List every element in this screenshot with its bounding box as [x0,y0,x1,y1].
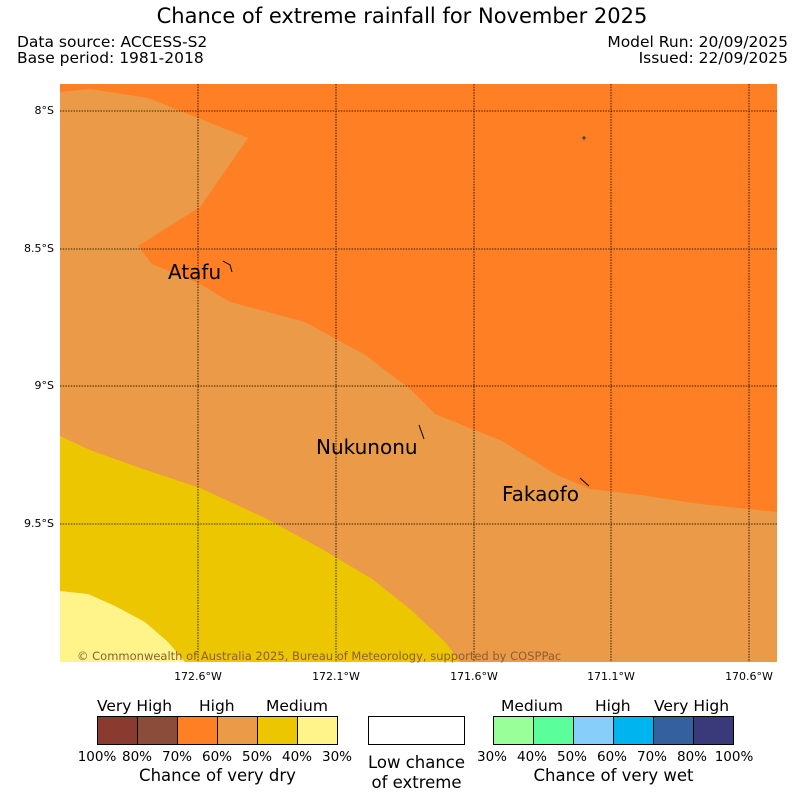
wet-tick-40: 40% [516,749,547,765]
base-period-text: Base period: 1981-2018 [17,49,204,67]
lat-label-8s: 8°S [34,104,54,117]
wet-cat-very-high: Very High [654,697,730,715]
dry-cat-medium: Medium [266,697,328,715]
dry-tick-100: 100% [77,749,117,765]
dry-swatch-80-70 [137,716,178,745]
dry-tick-80: 80% [121,749,152,765]
model-run-text: Model Run: 20/09/2025 [607,33,788,51]
nukunonu-outline [418,424,425,440]
lon-label-170-6w: 170.6°W [725,670,773,683]
island-label-atafu: Atafu [168,260,222,284]
zone-low-medium-dry [60,591,185,662]
dry-tick-70: 70% [161,749,192,765]
dry-cat-high: High [199,697,235,715]
atafu-outline [222,260,233,273]
wet-swatch-60-70 [613,716,654,745]
dry-swatch-100-80 [97,716,138,745]
wet-cat-high: High [595,697,631,715]
wet-swatch-70-80 [653,716,694,745]
dry-swatch-70-60 [177,716,218,745]
island-label-nukunonu: Nukunonu [316,435,418,459]
dry-cat-very-high: Very High [97,697,173,715]
wet-tick-60: 60% [596,749,627,765]
low-chance-swatch [368,716,465,745]
wet-tick-30: 30% [476,749,507,765]
island-outlines [222,260,590,487]
dry-tick-50: 50% [241,749,272,765]
dry-swatch-50-40 [257,716,298,745]
dry-tick-40: 40% [281,749,312,765]
wet-tick-100: 100% [714,749,754,765]
wet-legend-title: Chance of very wet [533,766,694,785]
map-title: Chance of extreme rainfall for November … [156,4,648,28]
dry-swatch-60-50 [217,716,258,745]
lon-label-171-1w: 171.1°W [587,670,635,683]
data-source-text: Data source: ACCESS-S2 [17,33,208,51]
wet-tick-80: 80% [676,749,707,765]
lon-label-172-1w: 172.1°W [312,670,360,683]
low-chance-label-line1: Low chance [367,753,466,772]
wet-swatch-80-100 [693,716,734,745]
lon-label-171-6w: 171.6°W [450,670,498,683]
graticule [60,84,777,662]
dry-legend-title: Chance of very dry [139,766,296,785]
fakaofo-outline [579,477,590,487]
wet-cat-medium: Medium [501,697,563,715]
dry-tick-60: 60% [201,749,232,765]
zone-medium-dry [60,436,460,662]
copyright-text: © Commonwealth of Australia 2025, Bureau… [77,649,562,663]
dry-tick-30: 30% [321,749,352,765]
issued-text: Issued: 22/09/2025 [638,49,788,67]
island-label-fakaofo: Fakaofo [502,482,579,506]
wet-swatch-40-50 [533,716,574,745]
lat-label-9s: 9°S [34,379,54,392]
dry-swatch-40-30 [297,716,338,745]
wet-swatch-50-60 [573,716,614,745]
wet-swatch-30-40 [493,716,534,745]
lat-label-9-5s: 9.5°S [24,517,54,530]
small-islet-dot [582,136,586,140]
wet-tick-50: 50% [556,749,587,765]
lat-label-8-5s: 8.5°S [24,242,54,255]
rainfall-map [60,84,777,662]
wet-tick-70: 70% [636,749,667,765]
lon-label-172-6w: 172.6°W [174,670,222,683]
low-chance-label-line2: of extreme [371,773,462,792]
